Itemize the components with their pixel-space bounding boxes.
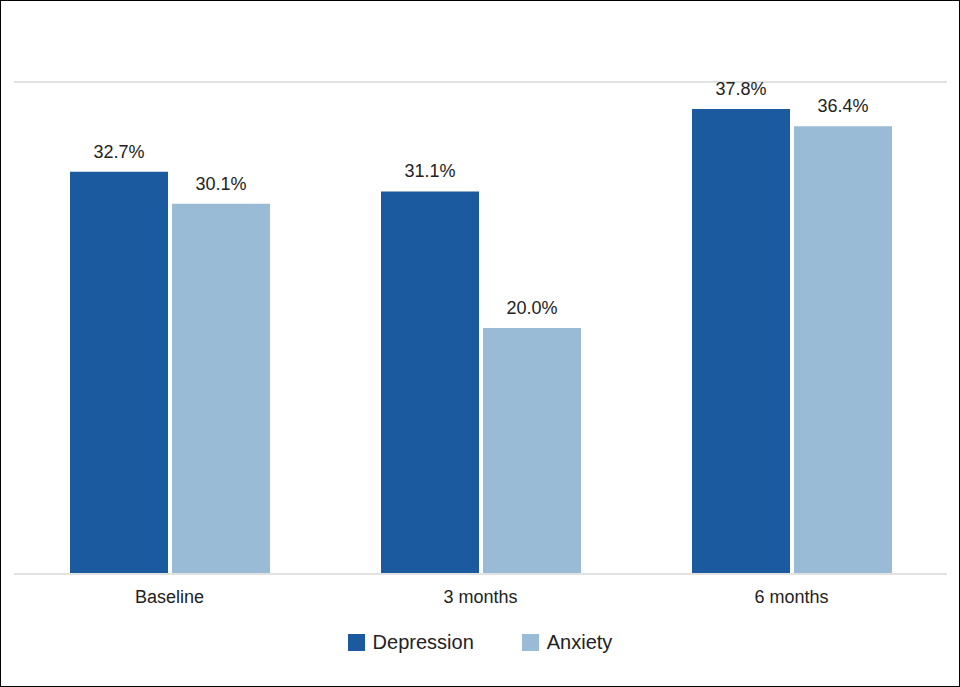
svg-text:30.1%: 30.1%: [195, 174, 246, 194]
svg-text:31.1%: 31.1%: [404, 161, 455, 181]
svg-text:6 months: 6 months: [754, 587, 828, 607]
svg-text:3 months: 3 months: [443, 587, 517, 607]
svg-text:36.4%: 36.4%: [817, 96, 868, 116]
html-text:Anxiety: Anxiety: [546, 631, 613, 653]
svg-text:Baseline: Baseline: [135, 587, 204, 607]
html-text:Depression: Depression: [372, 631, 474, 653]
svg-text:20.0%: 20.0%: [506, 298, 557, 318]
svg-text:37.8%: 37.8%: [715, 79, 766, 99]
svg-text:32.7%: 32.7%: [93, 142, 144, 162]
